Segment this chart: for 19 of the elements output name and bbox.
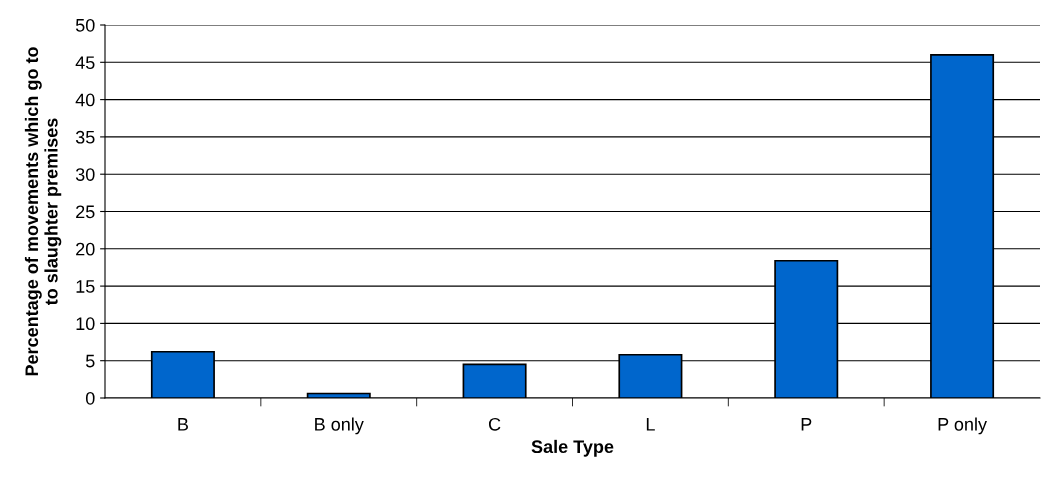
x-axis-title: Sale Type [531,439,614,457]
y-tick-label: 5 [85,354,95,368]
y-tick-label: 25 [76,205,95,219]
y-axis-title: Percentage of movements which go to to slaughter premises [24,47,62,376]
x-tick-label: B only [315,417,364,435]
x-tick-label: C [488,417,501,431]
y-tick-label: 50 [75,18,95,32]
y-tick-label: 35 [75,130,95,144]
x-tick-label: B [178,418,188,431]
y-tick-label: 45 [75,56,95,70]
y-tick-label: 40 [75,93,95,107]
y-tick-label: 15 [76,280,95,293]
x-tick-label: P only [938,417,987,435]
y-tick-label: 30 [75,168,95,181]
y-tick-label: 10 [76,317,95,331]
x-tick-label: P [801,418,812,431]
x-tick-label: L [646,418,655,431]
y-tick-label: 20 [76,242,95,256]
y-tick-label: 0 [85,391,95,405]
